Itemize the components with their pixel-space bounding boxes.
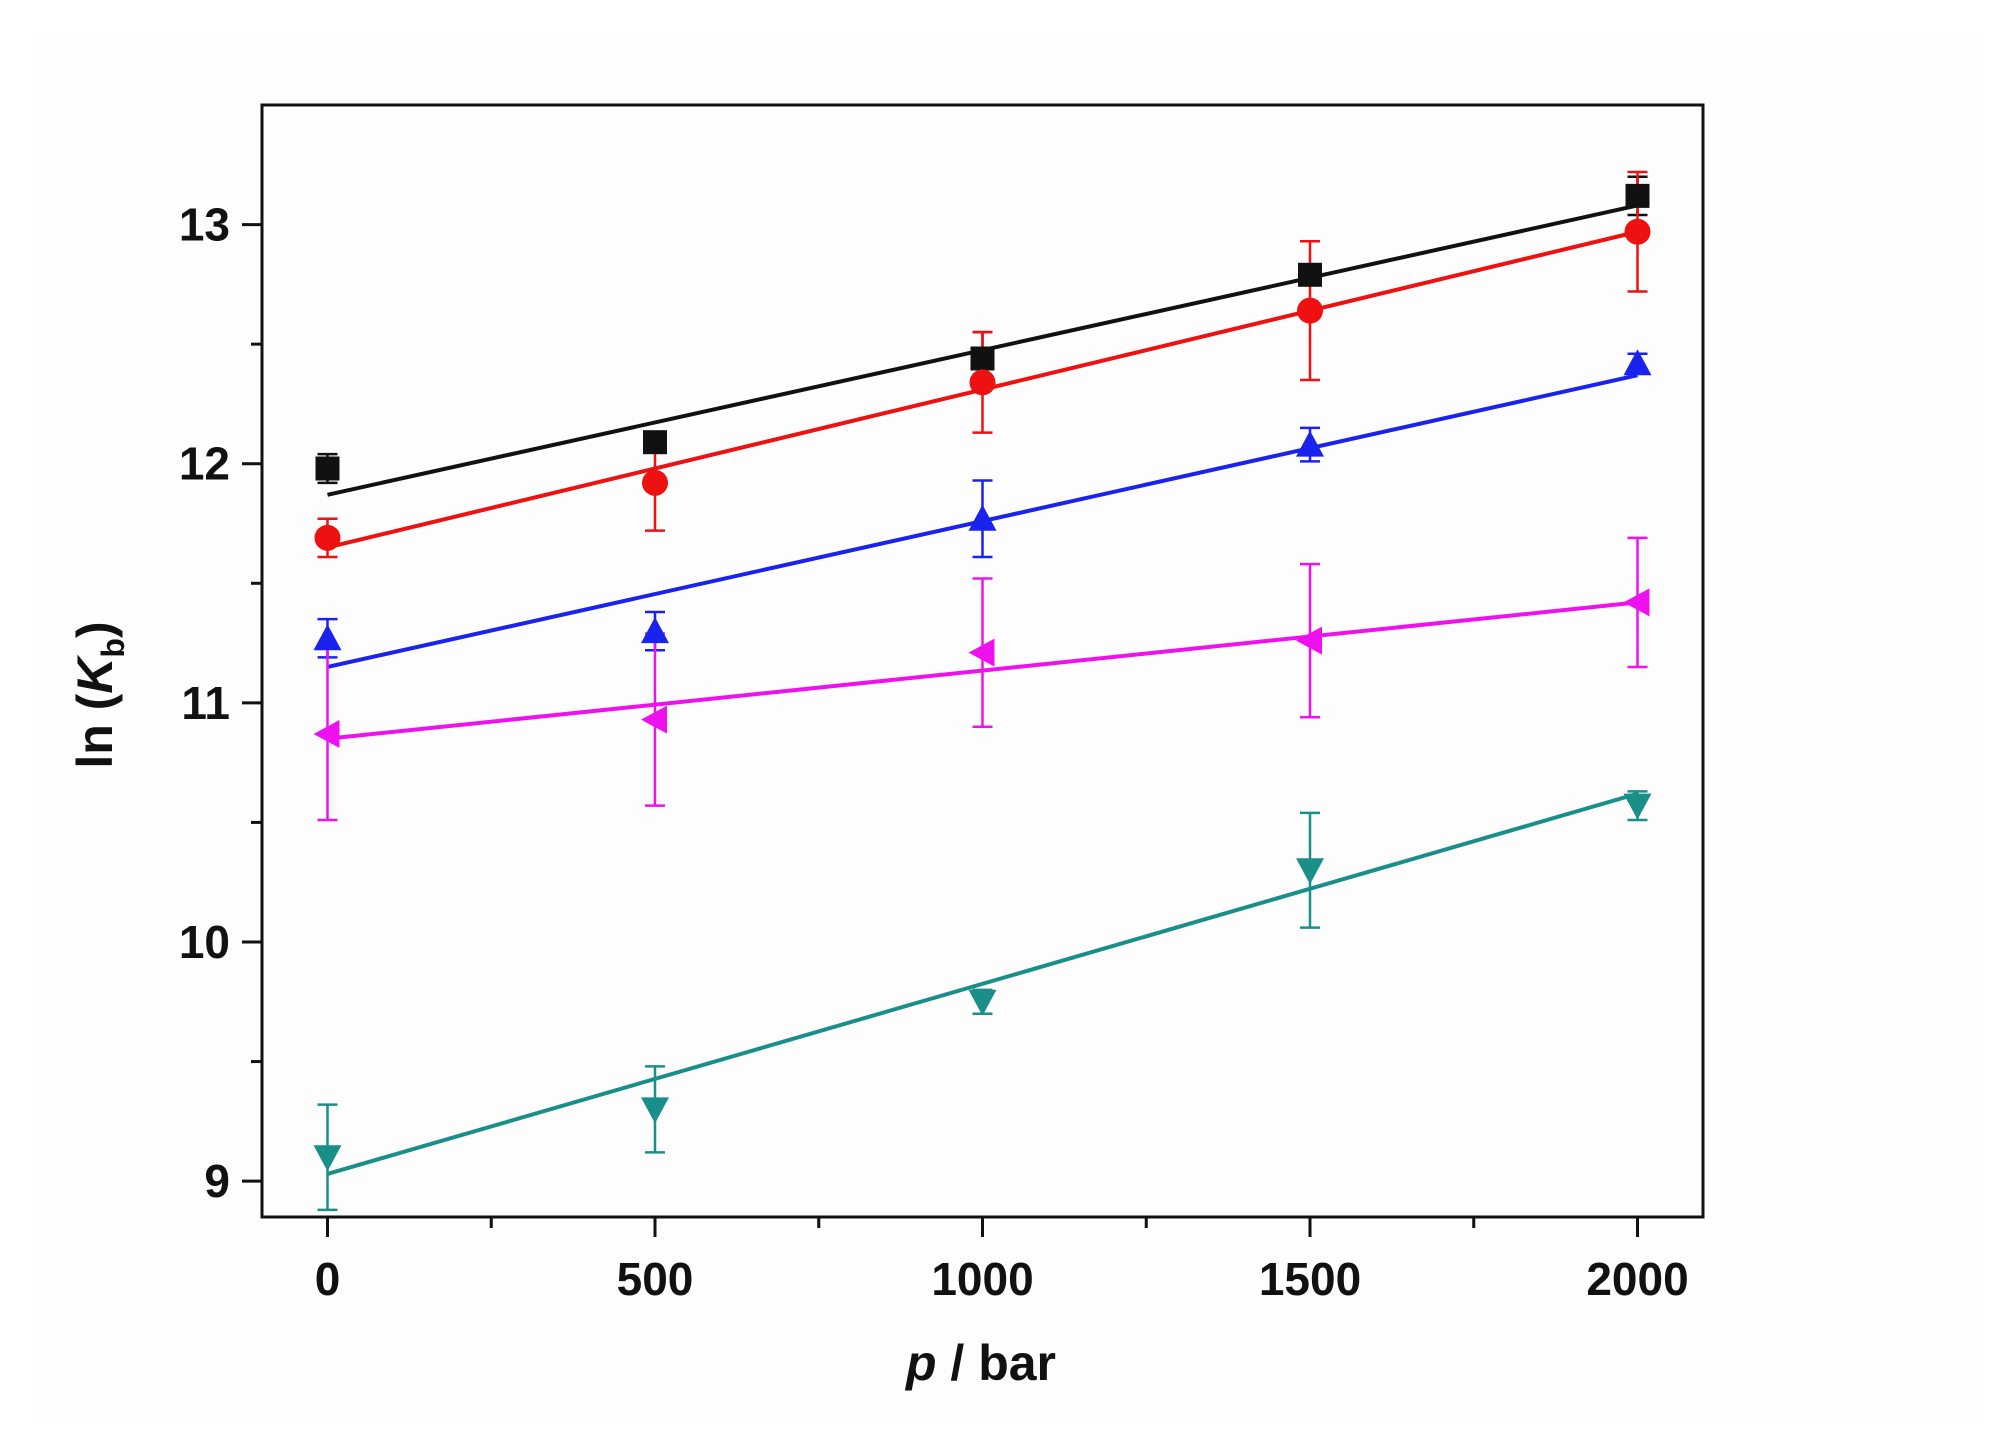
data-point-triangle-left	[1623, 588, 1650, 617]
y-tick-label: 9	[204, 1155, 230, 1207]
data-point-triangle-down	[968, 989, 997, 1016]
y-axis-title-variable: K	[67, 654, 123, 694]
axis-tick-labels: 0 500 1000 1500 2000 9 10 11 12 13	[179, 199, 1689, 1305]
data-point-triangle-left	[1296, 626, 1322, 655]
y-axis-title-suffix: )	[67, 621, 123, 638]
axis-ticks	[242, 223, 1639, 1237]
y-tick-label: 13	[179, 199, 230, 251]
x-axis-title: p / bar	[904, 1335, 1056, 1391]
data-point-square	[315, 456, 340, 481]
data-point-triangle-left	[313, 719, 340, 748]
x-tick-label: 1500	[1259, 1253, 1361, 1305]
data-point-triangle-down	[313, 1145, 342, 1172]
y-axis-title-subscript: b	[95, 638, 131, 658]
y-axis-title-prefix: ln (	[67, 693, 123, 768]
data-point-circle	[1624, 218, 1651, 245]
data-point-triangle-down	[1623, 793, 1652, 820]
data-point-triangle-up	[968, 504, 997, 531]
data-point-square	[643, 430, 667, 455]
x-axis-title-variable: p	[904, 1335, 937, 1391]
x-axis-title-unit: / bar	[937, 1335, 1056, 1391]
data-markers	[313, 183, 1652, 1172]
fit-line	[326, 791, 1639, 1176]
x-tick-label: 0	[315, 1253, 341, 1305]
data-point-triangle-down	[1296, 858, 1324, 885]
data-point-triangle-up	[1623, 349, 1652, 376]
data-point-circle	[314, 524, 341, 551]
data-point-triangle-up	[1296, 430, 1324, 457]
data-point-triangle-up	[641, 617, 669, 644]
data-point-circle	[1297, 297, 1323, 324]
x-tick-label: 2000	[1586, 1253, 1688, 1305]
data-point-square	[970, 346, 995, 371]
data-point-triangle-left	[641, 705, 667, 734]
data-point-square	[1625, 183, 1650, 208]
y-tick-label: 11	[181, 677, 230, 729]
data-point-triangle-up	[313, 624, 342, 651]
data-point-triangle-left	[968, 638, 995, 667]
data-point-circle	[969, 369, 996, 396]
x-tick-label: 500	[617, 1253, 694, 1305]
figure-panel	[32, 34, 1978, 1422]
x-tick-label: 1000	[931, 1253, 1033, 1305]
y-tick-label: 10	[179, 916, 230, 968]
data-point-triangle-down	[641, 1097, 669, 1124]
y-tick-label: 12	[179, 438, 230, 490]
data-point-circle	[642, 469, 668, 496]
data-point-square	[1298, 262, 1322, 287]
y-axis-title: ln (Kb)	[67, 621, 131, 768]
